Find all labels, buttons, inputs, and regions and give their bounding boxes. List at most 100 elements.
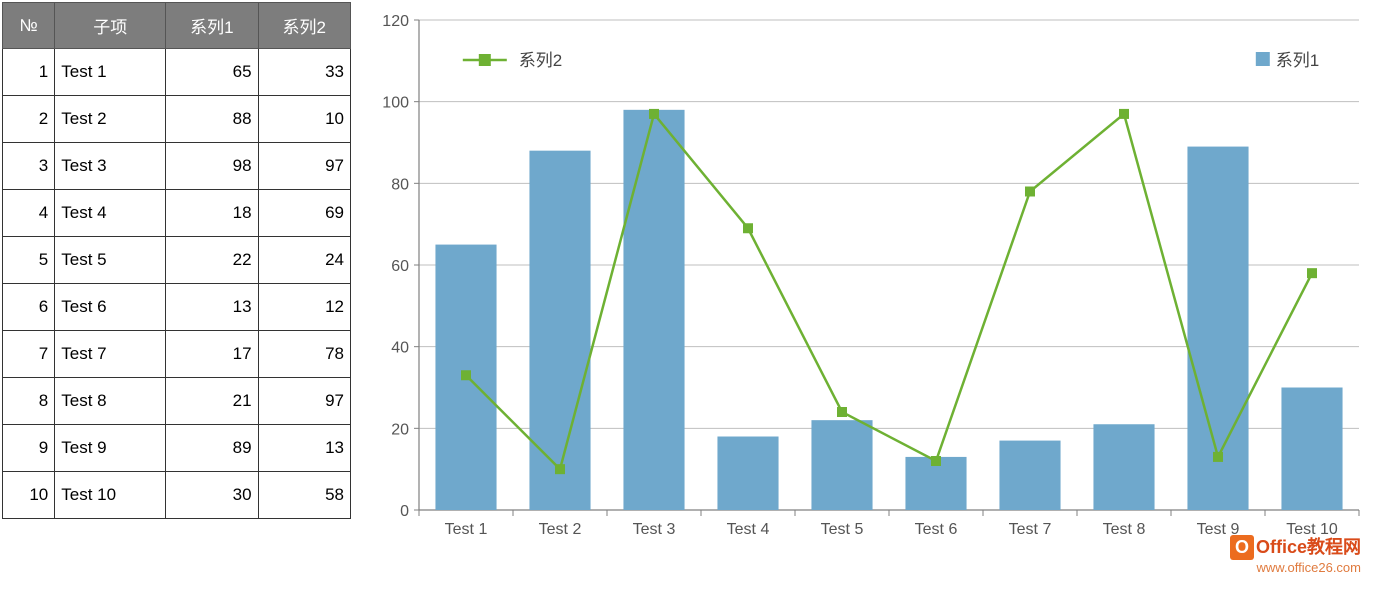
line-marker <box>1119 109 1129 119</box>
table-cell: 10 <box>258 96 350 143</box>
legend-line-marker <box>479 54 491 66</box>
line-marker <box>461 370 471 380</box>
table-row: 2Test 28810 <box>3 96 351 143</box>
table-cell: 24 <box>258 237 350 284</box>
table-cell: 17 <box>166 331 258 378</box>
line-marker <box>555 464 565 474</box>
table-row: 1Test 16533 <box>3 49 351 96</box>
y-tick-label: 0 <box>400 503 409 520</box>
y-tick-label: 120 <box>382 13 409 30</box>
bar <box>529 151 590 510</box>
y-tick-label: 100 <box>382 95 409 112</box>
table-cell: 97 <box>258 143 350 190</box>
table-cell: Test 2 <box>55 96 166 143</box>
table-cell: 7 <box>3 331 55 378</box>
y-tick-label: 40 <box>391 340 409 357</box>
col-header-s2: 系列2 <box>258 3 350 49</box>
bar <box>999 441 1060 510</box>
table-row: 6Test 61312 <box>3 284 351 331</box>
line-marker <box>837 407 847 417</box>
table-row: 8Test 82197 <box>3 378 351 425</box>
table-cell: Test 9 <box>55 425 166 472</box>
table-cell: 22 <box>166 237 258 284</box>
watermark-line1: OOffice教程网 <box>1230 535 1361 560</box>
table-cell: Test 3 <box>55 143 166 190</box>
table-row: 7Test 71778 <box>3 331 351 378</box>
watermark-url: www.office26.com <box>1230 560 1361 577</box>
bar <box>1281 388 1342 511</box>
table-cell: 88 <box>166 96 258 143</box>
line-marker <box>1307 268 1317 278</box>
watermark: OOffice教程网 www.office26.com <box>1230 535 1361 577</box>
table-cell: 4 <box>3 190 55 237</box>
legend-label-line: 系列2 <box>519 51 562 70</box>
table-cell: Test 5 <box>55 237 166 284</box>
table-cell: 5 <box>3 237 55 284</box>
x-tick-label: Test 8 <box>1103 521 1146 538</box>
col-header-s1: 系列1 <box>166 3 258 49</box>
bar <box>1093 424 1154 510</box>
table-cell: 6 <box>3 284 55 331</box>
chart-area: 0 20 40 60 80 100 120 Test 1 Test 2 Test 3 Test 4 T… <box>351 0 1391 592</box>
table-row: 3Test 39897 <box>3 143 351 190</box>
table-cell: 98 <box>166 143 258 190</box>
table-cell: 8 <box>3 378 55 425</box>
table-cell: 12 <box>258 284 350 331</box>
table-cell: 89 <box>166 425 258 472</box>
table-row: 10Test 103058 <box>3 472 351 519</box>
table-cell: Test 6 <box>55 284 166 331</box>
x-tick-label: Test 6 <box>915 521 958 538</box>
table-cell: Test 1 <box>55 49 166 96</box>
x-tick-label: Test 2 <box>539 521 582 538</box>
legend-label-bar: 系列1 <box>1276 51 1319 70</box>
table-cell: 13 <box>258 425 350 472</box>
col-header-num: № <box>3 3 55 49</box>
combo-chart: 0 20 40 60 80 100 120 Test 1 Test 2 Test 3 Test 4 T… <box>371 12 1371 572</box>
x-tick-label: Test 7 <box>1009 521 1052 538</box>
x-tick-label: Test 5 <box>821 521 864 538</box>
table-cell: 33 <box>258 49 350 96</box>
bar <box>623 110 684 510</box>
table-cell: 21 <box>166 378 258 425</box>
y-tick-label: 80 <box>391 176 409 193</box>
line-series <box>466 114 1312 469</box>
table-cell: 13 <box>166 284 258 331</box>
line-marker <box>931 456 941 466</box>
table-header-row: № 子项 系列1 系列2 <box>3 3 351 49</box>
data-table-area: № 子项 系列1 系列2 1Test 165332Test 288103Test… <box>0 0 351 592</box>
y-tick-label: 20 <box>391 421 409 438</box>
legend-bar-swatch <box>1256 52 1270 66</box>
table-cell: 69 <box>258 190 350 237</box>
table-cell: 78 <box>258 331 350 378</box>
watermark-title: Office教程网 <box>1256 537 1361 557</box>
bar <box>811 420 872 510</box>
table-cell: 18 <box>166 190 258 237</box>
watermark-logo-box: O <box>1230 535 1254 560</box>
table-cell: 97 <box>258 378 350 425</box>
table-cell: Test 4 <box>55 190 166 237</box>
data-table: № 子项 系列1 系列2 1Test 165332Test 288103Test… <box>2 2 351 519</box>
table-row: 4Test 41869 <box>3 190 351 237</box>
line-marker <box>743 223 753 233</box>
y-tick-label: 60 <box>391 258 409 275</box>
x-tick-label: Test 3 <box>633 521 676 538</box>
table-cell: 3 <box>3 143 55 190</box>
line-marker <box>1213 452 1223 462</box>
table-cell: 9 <box>3 425 55 472</box>
table-cell: Test 7 <box>55 331 166 378</box>
line-marker <box>649 109 659 119</box>
table-cell: 1 <box>3 49 55 96</box>
line-marker <box>1025 187 1035 197</box>
table-cell: Test 10 <box>55 472 166 519</box>
table-cell: 2 <box>3 96 55 143</box>
table-row: 9Test 98913 <box>3 425 351 472</box>
table-cell: 65 <box>166 49 258 96</box>
table-cell: 30 <box>166 472 258 519</box>
x-tick-label: Test 4 <box>727 521 770 538</box>
table-row: 5Test 52224 <box>3 237 351 284</box>
col-header-item: 子项 <box>55 3 166 49</box>
table-cell: 10 <box>3 472 55 519</box>
table-cell: Test 8 <box>55 378 166 425</box>
x-tick-label: Test 1 <box>445 521 488 538</box>
table-cell: 58 <box>258 472 350 519</box>
